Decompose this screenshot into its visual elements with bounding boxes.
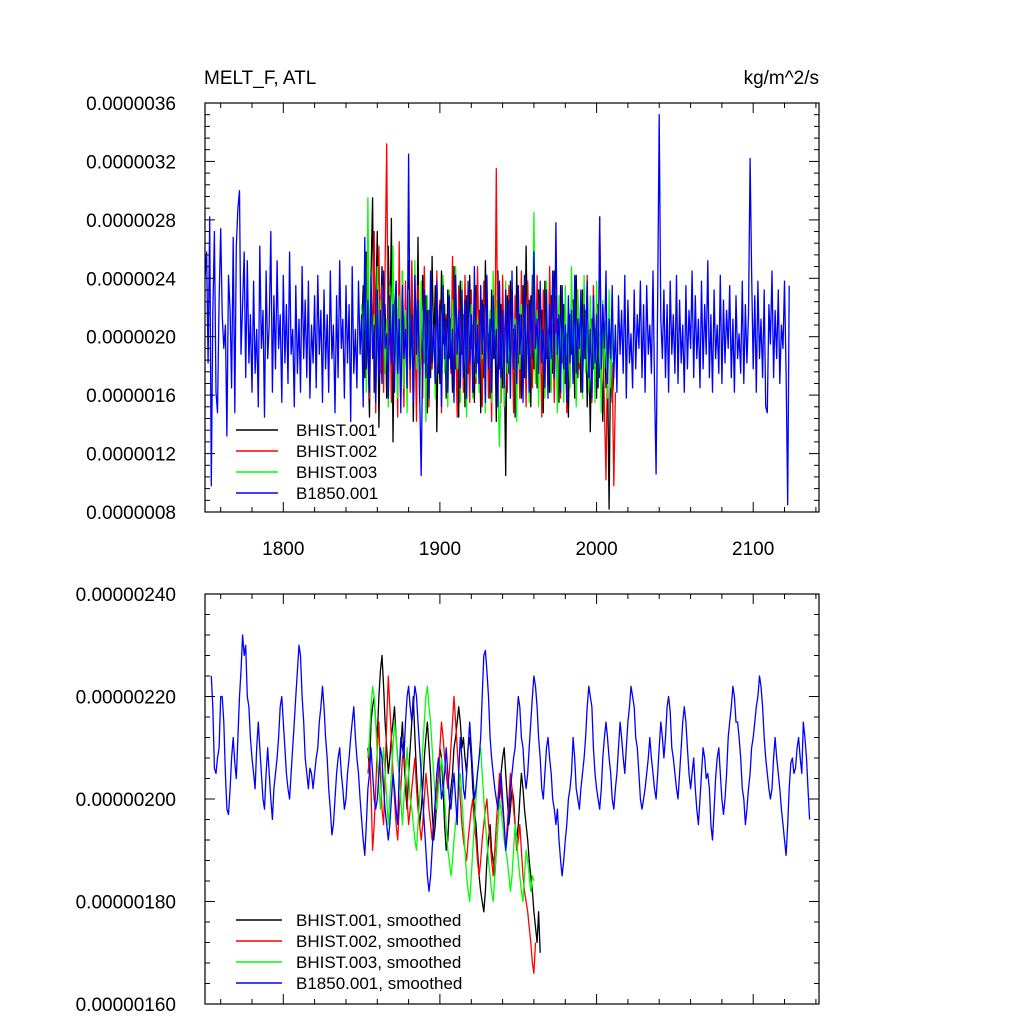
- bottom-panel-y-tick-label: 0.00000220: [76, 688, 176, 709]
- top-panel-frame: [204, 102, 820, 513]
- top-panel-y-tick-label: 0.0000020: [86, 328, 176, 349]
- top-panel-units: kg/m^2/s: [744, 68, 819, 89]
- top-panel-y-tick-label: 0.0000016: [86, 386, 176, 407]
- bottom-panel-legend-label: BHIST.001, smoothed: [296, 911, 461, 930]
- bottom-panel: 0.00000160 0.00000180 0.00000200 0.00000220…: [76, 585, 820, 1016]
- top-panel-legend-label: BHIST.003: [296, 463, 377, 482]
- top-panel-ticks: [205, 102, 819, 513]
- top-panel-x-tick-label: 1800: [262, 539, 304, 560]
- bottom-panel-y-tick-label: 0.00000180: [76, 893, 176, 914]
- top-panel-y-tick-label: 0.0000032: [86, 152, 176, 173]
- bottom-panel-series-line-3: [367, 685, 535, 903]
- top-panel-y-tick-labels: 0.0000008 0.0000012 0.0000016 0.0000020 0.00…: [86, 94, 176, 524]
- bottom-panel-legend: BHIST.001, smoothed BHIST.002, smoothed BH…: [236, 911, 462, 993]
- top-panel: MELT_F, ATL kg/m^2/s 0.00000080.00000120…: [86, 68, 820, 560]
- bottom-panel-legend-label: BHIST.002, smoothed: [296, 932, 461, 951]
- bottom-panel-legend-label: BHIST.003, smoothed: [296, 953, 461, 972]
- top-panel-x-tick-label: 2000: [575, 539, 617, 560]
- top-panel-series-line-4: [204, 114, 790, 506]
- top-panel-y-tick-label: 0.0000024: [86, 269, 176, 290]
- bottom-panel-y-tick-label: 0.00000160: [76, 995, 176, 1016]
- top-panel-legend-label: BHIST.001: [296, 421, 377, 440]
- top-panel-x-tick-label: 2100: [732, 539, 774, 560]
- top-panel-y-tick-label: 0.0000012: [86, 445, 176, 466]
- top-panel-legend: BHIST.001 BHIST.002 BHIST.003 B1850.001: [236, 421, 378, 503]
- bottom-panel-y-tick-labels: 0.00000160 0.00000180 0.00000200 0.00000220…: [76, 585, 176, 1016]
- top-panel-y-tick-label: 0.0000028: [86, 211, 176, 232]
- top-panel-title: MELT_F, ATL: [204, 68, 316, 89]
- bottom-panel-y-tick-label: 0.00000240: [76, 585, 176, 606]
- top-panel-series: [204, 114, 790, 510]
- bottom-panel-y-tick-label: 0.00000200: [76, 790, 176, 811]
- bottom-panel-legend-label: B1850.001, smoothed: [296, 974, 462, 993]
- top-panel-legend-label: B1850.001: [296, 484, 378, 503]
- bottom-panel-series-line-2: [367, 675, 537, 974]
- top-panel-legend-label: BHIST.002: [296, 442, 377, 461]
- top-panel-x-tick-labels: 1800 1900 2000 2100: [262, 539, 774, 560]
- top-panel-y-tick-label: 0.0000036: [86, 94, 176, 115]
- top-panel-y-tick-label: 0.0000008: [86, 503, 176, 524]
- bottom-panel-series: [210, 634, 811, 974]
- top-panel-x-tick-label: 1900: [419, 539, 461, 560]
- bottom-panel-series-line-4: [210, 634, 811, 892]
- bottom-panel-ticks: [205, 593, 819, 1005]
